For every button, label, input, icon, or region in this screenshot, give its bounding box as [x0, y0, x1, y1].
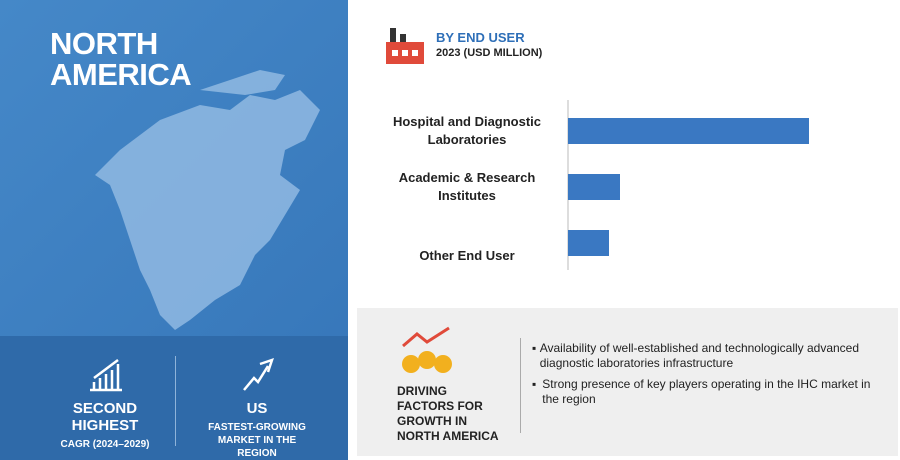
map — [95, 70, 320, 330]
driver-item: ▪ Availability of well-established and te… — [532, 341, 872, 371]
stat: US FASTEST-GROWING MARKET IN THE REGION — [200, 400, 314, 460]
chart-title: BY END USER — [436, 30, 525, 45]
stat-headline: US — [246, 400, 268, 417]
coins-icon — [402, 326, 452, 373]
factory-icon — [386, 28, 424, 64]
stat-caption: FASTEST-GROWING MARKET IN THE REGION — [208, 422, 306, 459]
stat-headline: SECOND — [72, 400, 138, 417]
stat: SECOND HIGHEST CAGR (2024–2029) — [45, 400, 165, 451]
region-title: NORTH AMERICA — [50, 26, 192, 92]
stat-caption: CAGR (2024–2029) — [60, 439, 150, 450]
category-label: Other End User — [419, 248, 515, 263]
bar-chart — [567, 100, 809, 270]
chart-subtitle: 2023 (USD MILLION) — [436, 47, 543, 59]
title-line: AMERICA — [50, 57, 192, 92]
title-line: NORTH — [50, 26, 158, 61]
stat-headline: HIGHEST — [71, 417, 139, 434]
driver-text: Availability of well-established and tec… — [539, 341, 860, 370]
category-label: Hospital and Diagnostic Laboratories — [392, 114, 542, 147]
drivers-panel: DRIVING FACTORS FOR GROWTH IN NORTH AMER… — [357, 308, 898, 456]
category-label: Academic & Research Institutes — [398, 170, 536, 203]
bar — [568, 230, 609, 256]
divider — [175, 356, 176, 446]
driver-list: ▪ Availability of well-established and te… — [532, 341, 872, 407]
growth-icon — [90, 359, 122, 392]
bar — [568, 118, 809, 144]
runner-icon — [243, 358, 274, 391]
stats-panel: SECOND HIGHEST CAGR (2024–2029) US FASTE… — [0, 336, 348, 460]
bar — [568, 174, 620, 200]
driver-text: Strong presence of key players operating… — [542, 377, 871, 406]
divider — [520, 338, 521, 433]
drivers-title: DRIVING FACTORS FOR GROWTH IN NORTH AMER… — [397, 384, 499, 443]
driver-item: ▪ Strong presence of key players operatin… — [532, 377, 871, 406]
